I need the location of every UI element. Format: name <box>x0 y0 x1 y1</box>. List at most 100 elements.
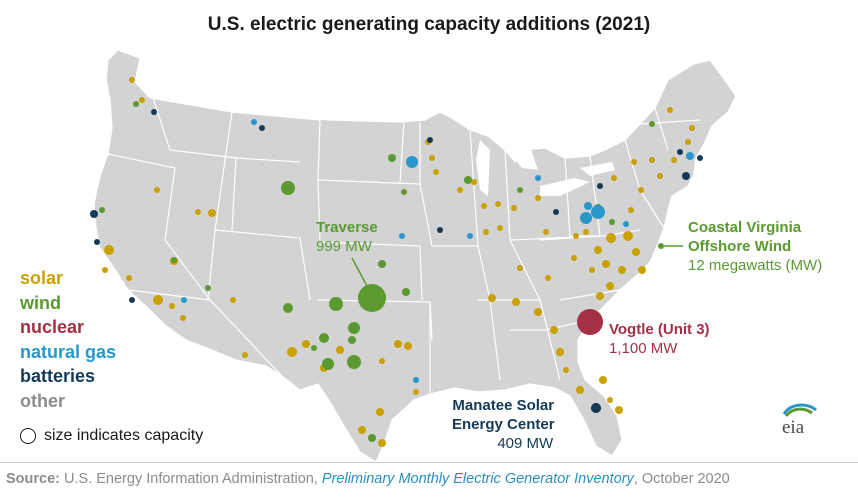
legend-wind: wind <box>20 292 61 313</box>
solar-point <box>404 342 412 350</box>
solar-point <box>602 260 610 268</box>
solar-point <box>180 315 186 321</box>
source-publication-link[interactable]: Preliminary Monthly Electric Generator I… <box>321 471 634 487</box>
solar-point <box>433 169 439 175</box>
wind-point <box>348 322 360 334</box>
solar-point <box>129 77 135 83</box>
solar-point <box>379 358 385 364</box>
solar-point <box>563 367 569 373</box>
battery-point <box>553 209 559 215</box>
wind-point <box>358 284 386 312</box>
legend: solar wind nuclear natural gas batteries… <box>20 266 116 413</box>
natural-gas-point <box>399 233 405 239</box>
solar-point <box>573 233 579 239</box>
solar-point <box>556 348 564 356</box>
solar-point <box>104 245 114 255</box>
wind-point <box>311 345 317 351</box>
solar-point <box>169 303 175 309</box>
manatee-name-2: Energy Center <box>452 416 555 433</box>
solar-point <box>517 265 523 271</box>
solar-point <box>413 389 419 395</box>
wind-point <box>319 333 329 343</box>
wind-point <box>402 288 410 296</box>
us-land <box>93 49 737 463</box>
solar-point <box>628 207 634 213</box>
solar-point <box>287 347 297 357</box>
solar-point <box>495 201 501 207</box>
solar-point <box>607 397 613 403</box>
battery-point <box>677 149 683 155</box>
wind-point <box>171 257 177 263</box>
solar-point <box>649 157 655 163</box>
manatee-solar-point <box>591 403 601 413</box>
source-date: , October 2020 <box>633 471 730 487</box>
vogtle-name: Vogtle (Unit 3) <box>609 321 710 338</box>
solar-point <box>195 209 201 215</box>
natural-gas-point <box>251 119 257 125</box>
natural-gas-point <box>467 233 473 239</box>
natural-gas-point <box>181 297 187 303</box>
natural-gas-point <box>413 377 419 383</box>
solar-point <box>394 340 402 348</box>
source-line: Source: U.S. Energy Information Administ… <box>6 471 730 487</box>
solar-point <box>230 297 236 303</box>
manatee-value: 409 MW <box>497 435 554 452</box>
wind-point <box>378 260 386 268</box>
source-label: Source: <box>6 471 60 487</box>
solar-point <box>606 233 616 243</box>
solar-point <box>667 107 673 113</box>
battery-point <box>682 172 690 180</box>
legend-batteries: batteries <box>20 366 96 386</box>
legend-other: other <box>20 390 65 411</box>
coastal-virginia-name-1: Coastal Virginia <box>688 219 802 236</box>
solar-point <box>534 308 542 316</box>
legend-solar: solar <box>20 268 64 288</box>
solar-point <box>594 246 602 254</box>
solar-point <box>208 209 216 217</box>
wind-point <box>322 358 334 370</box>
solar-point <box>545 275 551 281</box>
divider <box>0 462 858 463</box>
solar-point <box>483 229 489 235</box>
solar-point <box>126 275 132 281</box>
wind-point <box>348 336 356 344</box>
solar-point <box>550 326 558 334</box>
traverse-value: 999 MW <box>316 238 372 255</box>
solar-point <box>618 266 626 274</box>
natural-gas-point <box>686 152 694 160</box>
wind-points <box>99 101 664 442</box>
legend-natural-gas: natural gas <box>20 341 117 362</box>
solar-point <box>512 298 520 306</box>
solar-point <box>631 159 637 165</box>
solar-point <box>242 352 248 358</box>
vogtle-value: 1,100 MW <box>609 340 678 357</box>
wind-point <box>368 434 376 442</box>
natural-gas-point <box>584 202 592 210</box>
wind-point <box>99 207 105 213</box>
solar-point <box>471 179 477 185</box>
wind-point <box>649 121 655 127</box>
solar-point <box>457 187 463 193</box>
battery-point <box>427 137 433 143</box>
wind-point <box>205 285 211 291</box>
solar-point <box>685 139 691 145</box>
battery-point <box>437 227 443 233</box>
solar-point <box>638 187 644 193</box>
solar-point <box>611 175 617 181</box>
coastal-virginia-annotation: Coastal Virginia Offshore Wind 12 megawa… <box>688 218 822 275</box>
solar-point <box>543 229 549 235</box>
solar-point <box>599 376 607 384</box>
traverse-annotation: Traverse 999 MW <box>316 218 378 256</box>
solar-point <box>632 248 640 256</box>
solar-point <box>481 203 487 209</box>
map-title: U.S. electric generating capacity additi… <box>207 14 651 35</box>
solar-point <box>358 426 366 434</box>
solar-point <box>596 292 604 300</box>
source-org: U.S. Energy Information Administration, <box>60 471 322 487</box>
solar-point <box>336 346 344 354</box>
traverse-leader <box>351 257 369 289</box>
eia-logo: eia <box>782 403 817 438</box>
size-note: size indicates capacity <box>20 427 203 445</box>
solar-point <box>576 386 584 394</box>
